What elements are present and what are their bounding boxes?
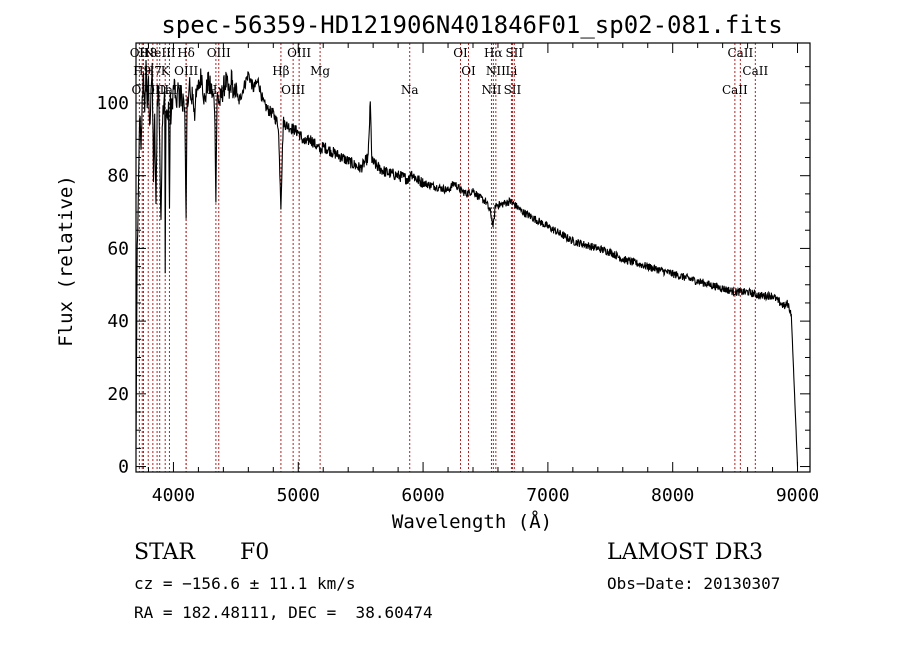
x-axis-label: Wavelength (Å): [392, 510, 552, 533]
spectral-line-label: NII: [481, 83, 501, 97]
spectral-line-label: CaII: [722, 83, 748, 97]
y-tick-label: 40: [107, 311, 129, 332]
spectral-line-label: Mg: [310, 64, 330, 78]
spectral-line-label: NII: [486, 64, 506, 78]
spectral-line-label: NeIII: [144, 46, 176, 60]
x-tick-label: 5000: [277, 485, 320, 506]
spectral-line-label: OIII: [174, 64, 198, 78]
y-tick-label: 100: [96, 93, 129, 114]
spectral-line-markers: [138, 43, 756, 472]
survey-name: LAMOST DR3: [607, 540, 763, 565]
spectral-line-label: Hα: [484, 46, 503, 60]
spectrum-line: [135, 59, 799, 467]
object-subclass: F0: [240, 540, 270, 565]
spectral-line-label: CaII: [742, 64, 768, 78]
spectral-line-label: SII: [505, 46, 523, 60]
spectral-line-label: H8: [139, 46, 157, 60]
spectral-line-label: OIII: [207, 46, 231, 60]
spectral-line-label: OII: [130, 46, 150, 60]
y-tick-label: 80: [107, 166, 129, 187]
y-tick-label: 20: [107, 384, 129, 405]
spectral-line-label: Na: [401, 83, 419, 97]
spectral-line-label: Hβ: [272, 64, 289, 78]
x-tick-label: 8000: [651, 485, 694, 506]
x-axis-ticks: 4000 5000 6000 7000 8000 9000: [147, 43, 819, 506]
y-tick-label: 0: [118, 457, 129, 478]
x-tick-label: 9000: [776, 485, 819, 506]
spectral-line-label: Hδ: [177, 46, 195, 60]
y-axis-ticks: 0 20 40 60 80 100: [96, 66, 810, 478]
plot-frame: [135, 42, 811, 473]
redshift-velocity: cz = −156.6 ± 11.1 km/s: [134, 574, 356, 593]
object-class: STAR: [134, 540, 195, 565]
chart-title: spec-56359-HD121906N401846F01_sp02-081.f…: [161, 11, 782, 39]
y-axis-label: Flux (relative): [55, 175, 77, 347]
spectral-line-label: H7: [144, 64, 162, 78]
spectral-line-labels: OIIH9OIIIH8H7OIIINeIIIKCaIIHδOIIIHγOIIIH…: [130, 46, 769, 97]
spectral-line-label: SII: [504, 83, 522, 97]
spectral-line-label: OIII: [281, 83, 305, 97]
ra-dec-coordinates: RA = 182.48111, DEC = 38.60474: [134, 603, 433, 622]
x-tick-label: 7000: [526, 485, 569, 506]
y-tick-label: 60: [107, 238, 129, 259]
spectral-line-label: CaII: [157, 83, 183, 97]
spectral-line-label: OIII: [287, 46, 311, 60]
spectral-line-label: OI: [453, 46, 468, 60]
spectral-line-label: K: [161, 64, 171, 78]
observation-date: Obs−Date: 20130307: [607, 574, 781, 593]
spectral-line-label: OI: [461, 64, 476, 78]
spectral-line-label: CaII: [727, 46, 753, 60]
x-tick-label: 4000: [152, 485, 195, 506]
x-tick-label: 6000: [401, 485, 444, 506]
spectral-line-label: Li: [506, 64, 518, 78]
